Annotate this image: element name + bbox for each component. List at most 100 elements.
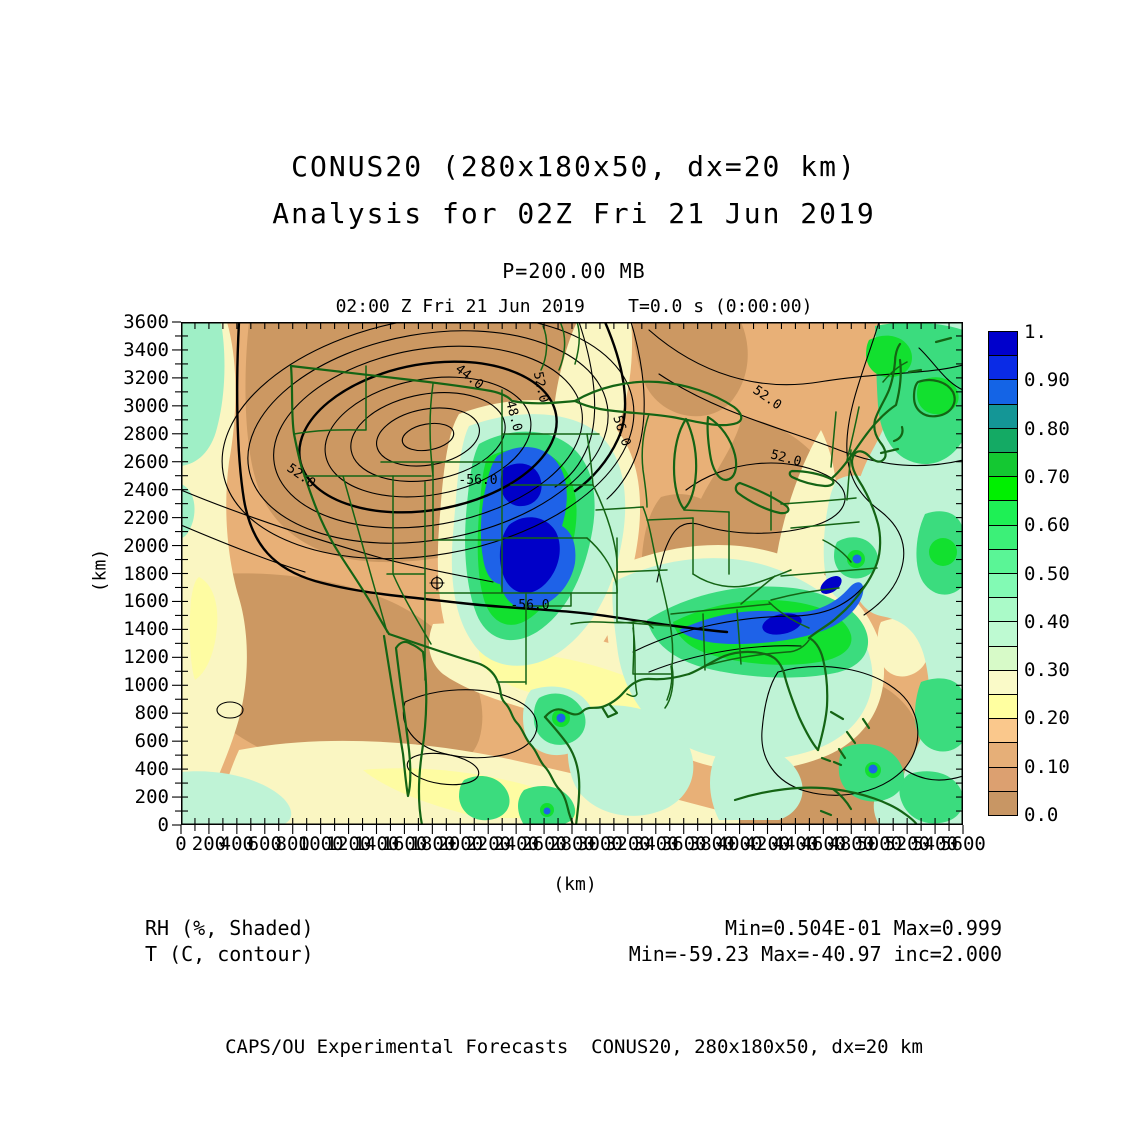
colorbar-cell — [989, 598, 1017, 623]
colorbar-tick-label: 0.50 — [1024, 562, 1070, 585]
x-tick-label: 5200 — [884, 833, 931, 855]
colorbar-cell — [989, 404, 1017, 429]
y-tick-label: 800 — [134, 702, 169, 725]
x-tick-label: 0 — [175, 833, 187, 855]
shaded-field-label: RH (%, Shaded) — [145, 916, 314, 940]
y-axis-unit: (km) — [89, 548, 111, 593]
svg-text:-56.0: -56.0 — [510, 598, 549, 613]
y-tick-label: 2800 — [123, 422, 169, 445]
x-tick-label: 2000 — [437, 833, 484, 855]
plot-frame — [181, 322, 963, 825]
x-tick-label: 5400 — [912, 833, 958, 855]
colorbar-tick-label: 0.10 — [1024, 755, 1070, 778]
y-tick-label: 2400 — [123, 478, 169, 501]
x-tick-label: 2800 — [549, 833, 595, 855]
colorbar-cell — [989, 501, 1017, 526]
colorbar-tick-label: 0.30 — [1024, 659, 1070, 682]
colorbar-cell — [989, 719, 1017, 744]
colorbar-cell — [989, 477, 1017, 502]
y-tick-label: 2000 — [123, 534, 169, 557]
x-tick-label: 3800 — [688, 833, 735, 855]
x-tick-label: 3200 — [604, 833, 651, 855]
svg-text:52.0: 52.0 — [530, 370, 551, 404]
x-tick-label: 1200 — [325, 833, 372, 855]
colorbar-cell — [989, 356, 1017, 381]
y-tick-label: 1800 — [123, 562, 169, 585]
y-tick-label: 3200 — [123, 366, 169, 389]
y-tick-label: 2200 — [123, 506, 169, 529]
map-plot: 44.048.052.052.0 -56.0-56.056.052.052.0 — [172, 321, 964, 834]
colorbar-cell — [989, 622, 1017, 647]
colorbar-tick-label: 0.70 — [1024, 465, 1070, 488]
colorbar-cell — [989, 695, 1017, 720]
colorbar-tick-label: 1. — [1024, 321, 1047, 343]
x-tick-label: 4200 — [744, 833, 791, 855]
y-tick-label: 200 — [134, 786, 169, 809]
temperature-contours — [181, 322, 963, 796]
y-tick-label: 3600 — [123, 311, 169, 333]
state-borders-interior — [293, 322, 908, 709]
x-tick-label: 3400 — [632, 833, 679, 855]
x-tick-label: 1800 — [409, 833, 456, 855]
y-tick-label: 1200 — [123, 646, 169, 669]
x-tick-label: 2600 — [521, 833, 567, 855]
x-tick-label: 2200 — [465, 833, 512, 855]
x-tick-label: 200 — [191, 833, 227, 855]
y-tick-label: 3400 — [123, 338, 169, 361]
y-tick-label: 0 — [157, 814, 169, 836]
x-tick-label: 3600 — [660, 833, 707, 855]
y-tick-label: 600 — [134, 730, 169, 753]
valid-time-label: 02:00 Z Fri 21 Jun 2019 T=0.0 s (0:00:00… — [335, 296, 813, 317]
colorbar-tick-label: 0.20 — [1024, 707, 1070, 730]
contour-field-label: T (C, contour) — [145, 942, 314, 966]
colorbar-cell — [989, 767, 1017, 792]
colorbar-tick-label: 0.40 — [1024, 610, 1070, 633]
x-tick-label: 4400 — [772, 833, 819, 855]
y-tick-label: 2600 — [123, 450, 169, 473]
colorbar-cell — [989, 525, 1017, 550]
colorbar-tick-label: 0.80 — [1024, 417, 1070, 440]
x-tick-label: 1600 — [381, 833, 428, 855]
x-tick-label: 1400 — [353, 833, 400, 855]
x-tick-label: 1000 — [297, 833, 344, 855]
colorbar-cell — [989, 791, 1017, 816]
x-tick-label: 5600 — [940, 833, 986, 855]
y-tick-label: 1400 — [123, 618, 169, 641]
colorbar-cell — [989, 332, 1017, 357]
pressure-level-label: P=200.00 MB — [502, 259, 646, 283]
colorbar-cell — [989, 574, 1017, 599]
rh-fill-layer — [181, 322, 963, 825]
figure-title-line2: Analysis for 02Z Fri 21 Jun 2019 — [272, 197, 876, 230]
colorbar-tick-label: 0.0 — [1024, 804, 1059, 826]
x-tick-label: 2400 — [493, 833, 540, 855]
x-tick-label: 800 — [275, 833, 310, 855]
y-tick-label: 1000 — [123, 674, 169, 697]
colorbar — [988, 331, 1018, 816]
x-axis-unit: (km) — [553, 874, 597, 895]
colorbar-cell — [989, 646, 1017, 671]
y-tick-label: 3000 — [123, 394, 169, 417]
x-tick-label: 4000 — [716, 833, 763, 855]
colorbar-cell — [989, 670, 1017, 696]
y-tick-label: 400 — [134, 758, 169, 781]
credit-line: CAPS/OU Experimental Forecasts CONUS20, … — [225, 1036, 923, 1058]
x-tick-label: 4600 — [800, 833, 847, 855]
state-borders — [289, 336, 956, 825]
svg-text:-56.0: -56.0 — [458, 473, 497, 488]
x-tick-label: 400 — [219, 833, 254, 855]
shaded-stats: Min=0.504E-01 Max=0.999 — [725, 916, 1002, 940]
colorbar-tick-label: 0.60 — [1024, 514, 1070, 537]
colorbar-cell — [989, 743, 1017, 768]
colorbar-tick-label: 0.90 — [1024, 369, 1070, 392]
contour-stats: Min=-59.23 Max=-40.97 inc=2.000 — [628, 942, 1002, 966]
colorbar-cell — [989, 380, 1017, 405]
colorbar-cell — [989, 428, 1017, 454]
colorbar-cell — [989, 549, 1017, 575]
figure-title-line1: CONUS20 (280x180x50, dx=20 km) — [291, 150, 857, 183]
x-tick-label: 4800 — [828, 833, 875, 855]
colorbar-cell — [989, 453, 1017, 478]
x-tick-label: 5000 — [856, 833, 903, 855]
x-tick-label: 600 — [247, 833, 282, 855]
y-tick-label: 1600 — [123, 590, 169, 613]
x-tick-label: 3000 — [577, 833, 623, 855]
